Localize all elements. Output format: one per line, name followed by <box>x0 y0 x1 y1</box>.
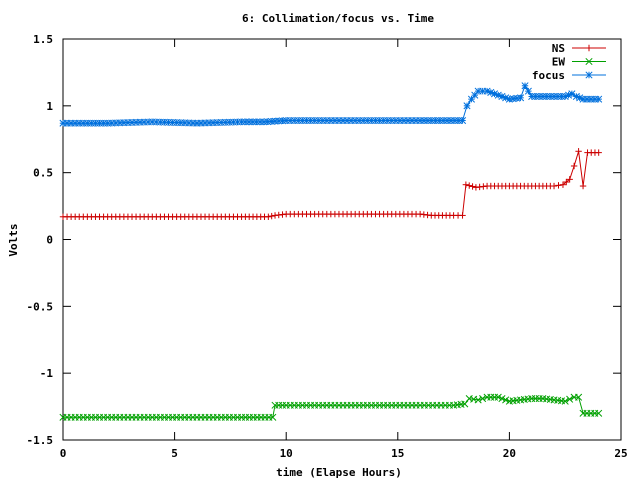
series-ew <box>59 393 603 421</box>
data-point <box>555 182 562 189</box>
y-tick-label: 0.5 <box>33 167 53 180</box>
data-point <box>585 44 593 52</box>
data-point <box>474 396 482 404</box>
data-point <box>498 92 506 101</box>
x-tick-label: 25 <box>614 447 627 460</box>
legend-label-focus: focus <box>532 69 565 82</box>
data-point <box>579 182 587 190</box>
data-point <box>462 181 470 188</box>
data-point <box>575 393 583 401</box>
data-point <box>459 212 466 219</box>
data-point <box>563 178 570 186</box>
data-point <box>561 397 569 405</box>
data-point <box>585 71 593 79</box>
data-point <box>524 87 532 95</box>
data-point <box>566 176 573 183</box>
data-point <box>502 396 510 404</box>
data-point <box>466 182 473 189</box>
y-tick-label: -0.5 <box>27 300 54 313</box>
series-focus <box>59 82 603 127</box>
x-axis-label: time (Elapse Hours) <box>276 466 402 479</box>
data-point <box>521 82 529 90</box>
plot-frame <box>62 38 622 441</box>
data-point <box>268 212 275 220</box>
axis-ticks: 0 5 10 15 20 25 -1.5 -1 -0.5 0 0.5 1 1.5 <box>27 33 628 460</box>
data-point <box>494 393 502 401</box>
y-tick-label: 1 <box>46 100 53 113</box>
x-tick-label: 15 <box>391 447 404 460</box>
data-point <box>469 183 476 190</box>
y-axis-label: Volts <box>7 223 20 256</box>
data-point <box>490 90 499 98</box>
data-point <box>498 395 506 403</box>
data-point <box>595 409 603 417</box>
data-point <box>585 57 593 66</box>
data-point <box>550 182 558 190</box>
x-tick-label: 10 <box>280 447 293 460</box>
x-tick-label: 20 <box>503 447 516 460</box>
chart-title: 6: Collimation/focus vs. Time <box>242 12 434 25</box>
data-point <box>463 102 471 110</box>
data-point <box>566 395 574 403</box>
y-tick-label: 0 <box>46 234 53 247</box>
data-point <box>595 95 603 103</box>
series-line <box>63 151 599 218</box>
x-tick-label: 0 <box>60 447 67 460</box>
data-point <box>269 413 277 421</box>
legend-label-ns: NS <box>552 42 565 55</box>
y-tick-label: -1 <box>40 367 54 380</box>
data-point <box>575 148 582 155</box>
data-point <box>517 94 525 102</box>
legend-label-ew: EW <box>552 56 566 69</box>
data-point <box>458 116 467 125</box>
data-point <box>479 395 487 403</box>
series-layer <box>59 82 603 421</box>
y-tick-label: -1.5 <box>27 434 54 447</box>
series-ns <box>59 148 602 220</box>
data-point <box>570 162 578 170</box>
y-tick-label: 1.5 <box>33 33 53 46</box>
data-point <box>265 213 272 220</box>
x-tick-label: 5 <box>171 447 178 460</box>
data-point <box>461 400 469 408</box>
data-point <box>559 181 567 188</box>
data-point <box>595 149 602 156</box>
